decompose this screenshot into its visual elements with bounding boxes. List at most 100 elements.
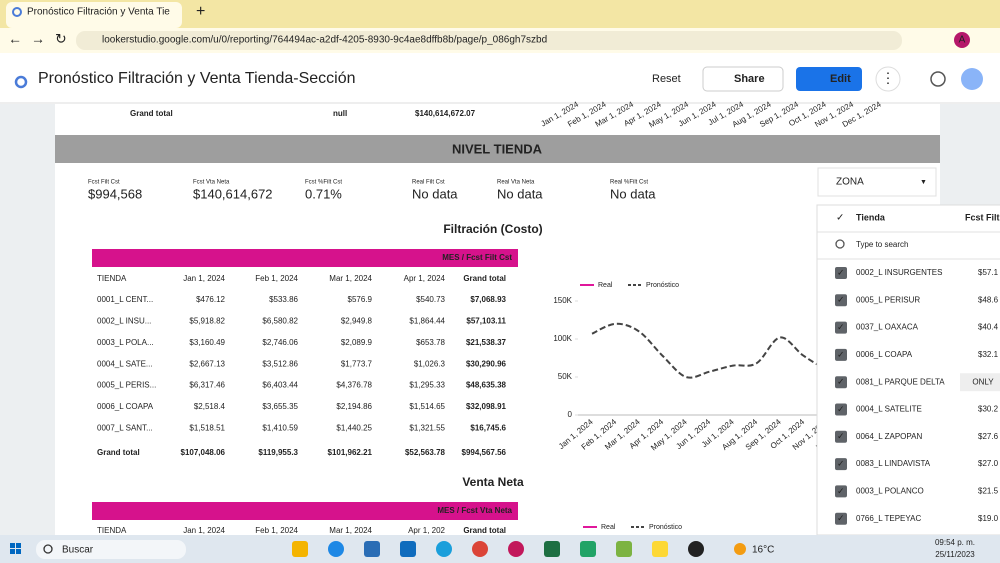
item-name: 0004_L SATELITE <box>856 405 922 414</box>
checkmark: ✓ <box>837 513 845 523</box>
cell: $57,103.11 <box>466 317 506 326</box>
edit-button[interactable] <box>796 67 862 91</box>
only-button[interactable] <box>960 373 1000 392</box>
app-icon[interactable] <box>508 541 524 557</box>
app-icon[interactable] <box>328 541 344 557</box>
kpi-label: Fcst Vta Neta <box>193 180 230 186</box>
table-header-bar-label: MES / Fcst Filt Cst <box>442 253 512 262</box>
search-box[interactable] <box>36 540 186 559</box>
forward[interactable]: → <box>31 31 45 47</box>
profile-avatar[interactable] <box>954 32 970 48</box>
cell: $2,518.4 <box>194 402 226 411</box>
kpi-label: Real Vta Neta <box>497 180 535 186</box>
search-icon <box>835 239 845 249</box>
user-avatar[interactable] <box>961 68 983 90</box>
section-band <box>55 135 940 163</box>
item-value: $48.6 <box>978 295 999 304</box>
cell: $2,746.06 <box>262 338 298 347</box>
table-header-bar-label: MES / Fcst Vta Neta <box>437 506 512 515</box>
app-icon[interactable] <box>400 541 416 557</box>
legend-label: Pronóstico <box>646 282 679 289</box>
cell: 0006_L COAPA <box>97 402 154 411</box>
reset-button[interactable]: Reset <box>652 73 681 85</box>
app-icon[interactable] <box>688 541 704 557</box>
app-icon[interactable] <box>472 541 488 557</box>
kpi-value: No data <box>497 186 543 201</box>
start-button[interactable] <box>10 543 15 548</box>
tab[interactable] <box>6 2 182 28</box>
kpi-value: $140,614,672 <box>193 186 273 201</box>
checkmark: ✓ <box>837 295 845 305</box>
cell: 0003_L POLA... <box>97 338 154 347</box>
legend-label: Real <box>601 524 616 531</box>
cell: $1,514.65 <box>409 402 445 411</box>
app-icon[interactable] <box>436 541 452 557</box>
cell: $1,026.3 <box>414 359 446 368</box>
checkbox[interactable] <box>835 485 847 498</box>
checkbox[interactable] <box>835 403 847 416</box>
column-header: Jan 1, 2024 <box>183 526 225 535</box>
cell: $4,376.78 <box>336 381 372 390</box>
checkbox[interactable] <box>835 321 847 334</box>
cell: $6,403.44 <box>262 381 298 390</box>
checkbox[interactable] <box>835 294 847 307</box>
column-header: Mar 1, 2024 <box>329 274 372 283</box>
url: lookerstudio.google.com/u/0/reporting/76… <box>102 35 547 46</box>
report-title: Pronóstico Filtración y Venta Tienda-Sec… <box>38 70 356 87</box>
app-icon[interactable] <box>364 541 380 557</box>
kpi-value: No data <box>412 186 458 201</box>
column-header: TIENDA <box>97 274 127 283</box>
app-icon[interactable] <box>580 541 596 557</box>
column-header: Grand total <box>463 526 506 535</box>
app-icon[interactable] <box>652 541 668 557</box>
checkbox[interactable] <box>835 376 847 389</box>
cell: 0007_L SANT... <box>97 424 153 433</box>
dropdown-header: Fcst Filt <box>965 212 1000 222</box>
column-header: Mar 1, 2024 <box>329 526 372 535</box>
legend-label: Real <box>598 282 613 289</box>
cell: $2,667.13 <box>189 359 225 368</box>
share-button[interactable] <box>702 66 784 92</box>
search-input[interactable]: Type to search <box>856 240 908 249</box>
zona-filter[interactable] <box>817 167 937 197</box>
cell: $140,614,672.07 <box>415 109 476 118</box>
checkmark: ✓ <box>837 322 845 332</box>
help-icon[interactable] <box>930 71 946 87</box>
series-line <box>591 322 851 379</box>
app-icon[interactable] <box>616 541 632 557</box>
checkmark: ✓ <box>837 349 845 359</box>
total-cell: $107,048.06 <box>181 448 226 457</box>
check: ✓ <box>836 213 844 224</box>
checkbox[interactable] <box>835 267 847 279</box>
cell: $2,194.86 <box>336 402 372 411</box>
cell: $3,160.49 <box>189 338 225 347</box>
app-icon[interactable] <box>544 541 560 557</box>
item-name: 0064_L ZAPOPAN <box>856 432 922 441</box>
item-value: $32.1 <box>978 350 999 359</box>
checkmark: ✓ <box>837 486 845 496</box>
checkbox[interactable] <box>835 430 847 443</box>
new-tab[interactable]: + <box>196 3 205 20</box>
total-cell: $119,955.3 <box>258 448 298 457</box>
checkbox[interactable] <box>835 348 847 361</box>
item-value: $27.6 <box>978 432 999 441</box>
address-bar[interactable] <box>76 31 902 50</box>
clock-date: 25/11/2023 <box>935 550 975 559</box>
checkbox[interactable] <box>835 458 847 471</box>
column-header: Grand total <box>463 274 506 283</box>
dropdown-arrow: ▼ <box>920 179 927 186</box>
cell: $1,864.44 <box>409 317 445 326</box>
item-value: $57.1 <box>978 268 999 277</box>
start-button <box>10 549 15 554</box>
reload[interactable]: ↻ <box>55 31 67 47</box>
checkbox[interactable] <box>835 512 847 525</box>
table-title: Filtración (Costo) <box>443 222 542 236</box>
column-header: Jan 1, 2024 <box>183 274 225 283</box>
kpi-value: 0.71% <box>305 186 342 201</box>
item-value: $30.2 <box>978 405 999 414</box>
more-button[interactable] <box>875 66 901 92</box>
back[interactable]: ← <box>8 31 22 47</box>
app-icon[interactable] <box>292 541 308 557</box>
cell: $6,580.82 <box>262 317 298 326</box>
